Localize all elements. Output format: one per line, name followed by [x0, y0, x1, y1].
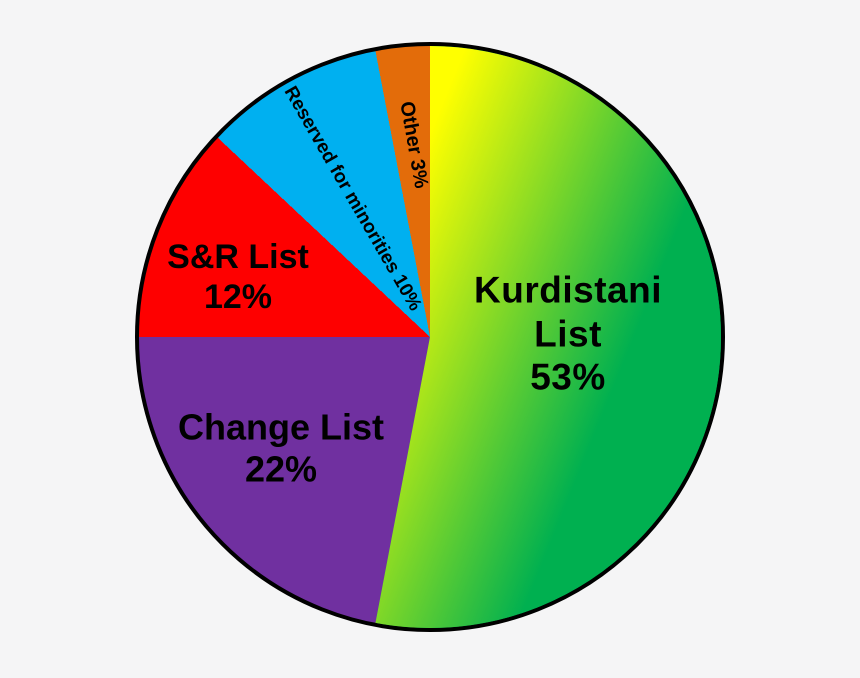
label-line: S&R List — [167, 237, 309, 276]
label-line: 53% — [530, 356, 606, 398]
label-sr-list: S&R List 12% — [167, 237, 309, 317]
label-line: 22% — [244, 449, 318, 490]
label-kurdistani-list: Kurdistani List 53% — [474, 269, 662, 400]
pie-chart — [135, 42, 725, 632]
label-line: List — [534, 313, 602, 355]
label-line: Kurdistani — [474, 269, 662, 311]
label-change-list: Change List 22% — [178, 407, 384, 492]
label-line: 12% — [203, 278, 273, 316]
label-line: Change List — [177, 406, 385, 448]
slice-kurdistani-list — [375, 46, 721, 628]
